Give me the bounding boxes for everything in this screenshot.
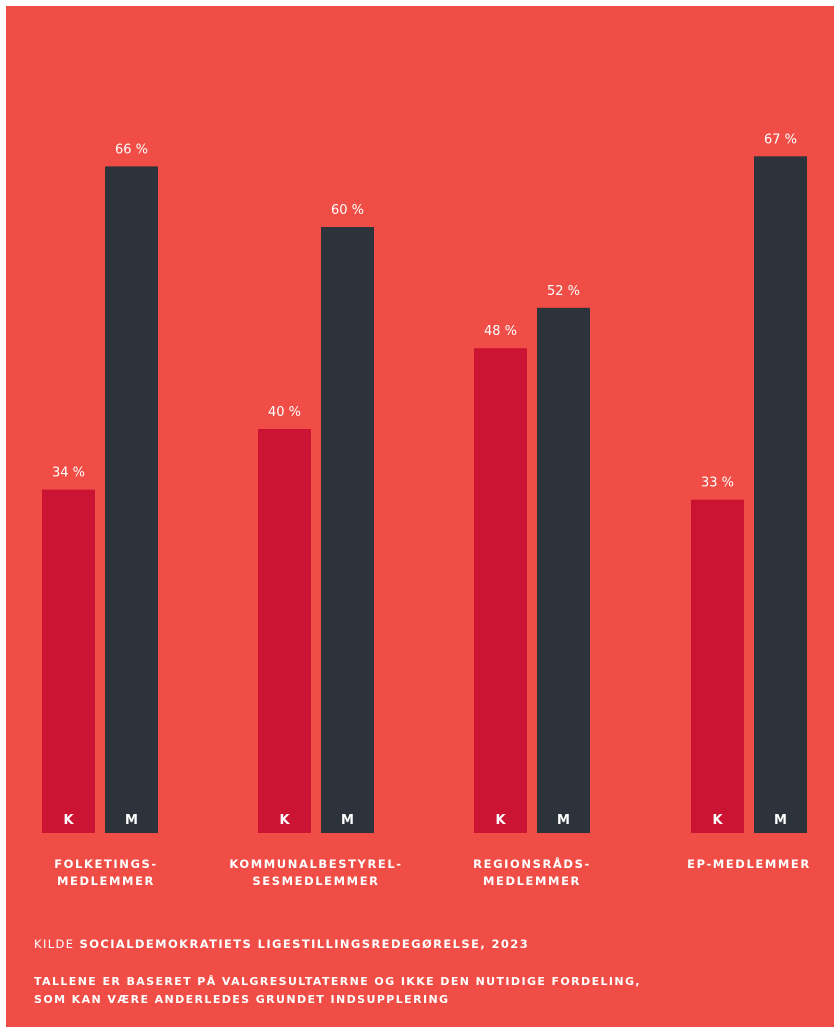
series-letter-k: K — [495, 813, 506, 828]
value-label: 34 % — [52, 466, 85, 481]
category-label-line: MEDLEMMER — [56, 874, 156, 888]
bar-m-2 — [537, 307, 590, 833]
value-label: 67 % — [764, 132, 797, 147]
category-label-line: MEDLEMMER — [482, 874, 582, 888]
category-label-line: REGIONSRÅDS- — [473, 857, 591, 871]
bar-chart: 34 % K 66 % M 40 % K 60 % M 48 % K 52 % M 33 % K 67 % M — [42, 132, 807, 834]
category-label-regionsraad: REGIONSRÅDS- MEDLEMMER — [432, 856, 632, 890]
value-label: 66 % — [115, 142, 148, 157]
value-label: 40 % — [268, 405, 301, 420]
footnote-line: SOM KAN VÆRE ANDERLEDES GRUNDET INDSUPPL… — [34, 993, 450, 1006]
footnote-line: TALLENE ER BASERET PÅ VALGRESULTATERNE O… — [34, 975, 642, 988]
series-letter-k: K — [279, 813, 290, 828]
source-name: SOCIALDEMOKRATIETS LIGESTILLINGSREDEGØRE… — [79, 937, 530, 951]
category-label-ep: EP-MEDLEMMER — [649, 856, 836, 873]
bar-k-3 — [691, 499, 744, 833]
bar-k-2 — [474, 348, 527, 833]
category-label-kommunalbestyrelse: KOMMUNALBESTYREL- SESMEDLEMMER — [216, 856, 416, 890]
category-label-line: KOMMUNALBESTYREL- — [229, 857, 403, 871]
series-letter-k: K — [63, 813, 74, 828]
bar-m-1 — [321, 227, 374, 833]
bar-m-0 — [105, 166, 158, 833]
value-label: 48 % — [484, 324, 517, 339]
category-label-line: EP-MEDLEMMER — [687, 857, 811, 871]
category-label-line: SESMEDLEMMER — [252, 874, 380, 888]
series-letter-m: M — [125, 813, 138, 828]
footnote: TALLENE ER BASERET PÅ VALGRESULTATERNE O… — [34, 973, 641, 1009]
bar-k-0 — [42, 489, 95, 833]
series-letter-k: K — [712, 813, 723, 828]
source-prefix: KILDE — [34, 937, 80, 951]
value-label: 52 % — [547, 284, 580, 299]
source-line: KILDE SOCIALDEMOKRATIETS LIGESTILLINGSRE… — [34, 937, 529, 951]
value-label: 33 % — [701, 476, 734, 491]
bar-k-1 — [258, 429, 311, 833]
series-letter-m: M — [557, 813, 570, 828]
series-letter-m: M — [774, 813, 787, 828]
category-label-line: FOLKETINGS- — [54, 857, 158, 871]
bar-m-3 — [754, 156, 807, 834]
chart-panel: 34 % K 66 % M 40 % K 60 % M 48 % K 52 % M 33 % K 67 % M… — [6, 6, 834, 1027]
series-letter-m: M — [341, 813, 354, 828]
category-label-folketing: FOLKETINGS- MEDLEMMER — [6, 856, 206, 890]
value-label: 60 % — [331, 203, 364, 218]
